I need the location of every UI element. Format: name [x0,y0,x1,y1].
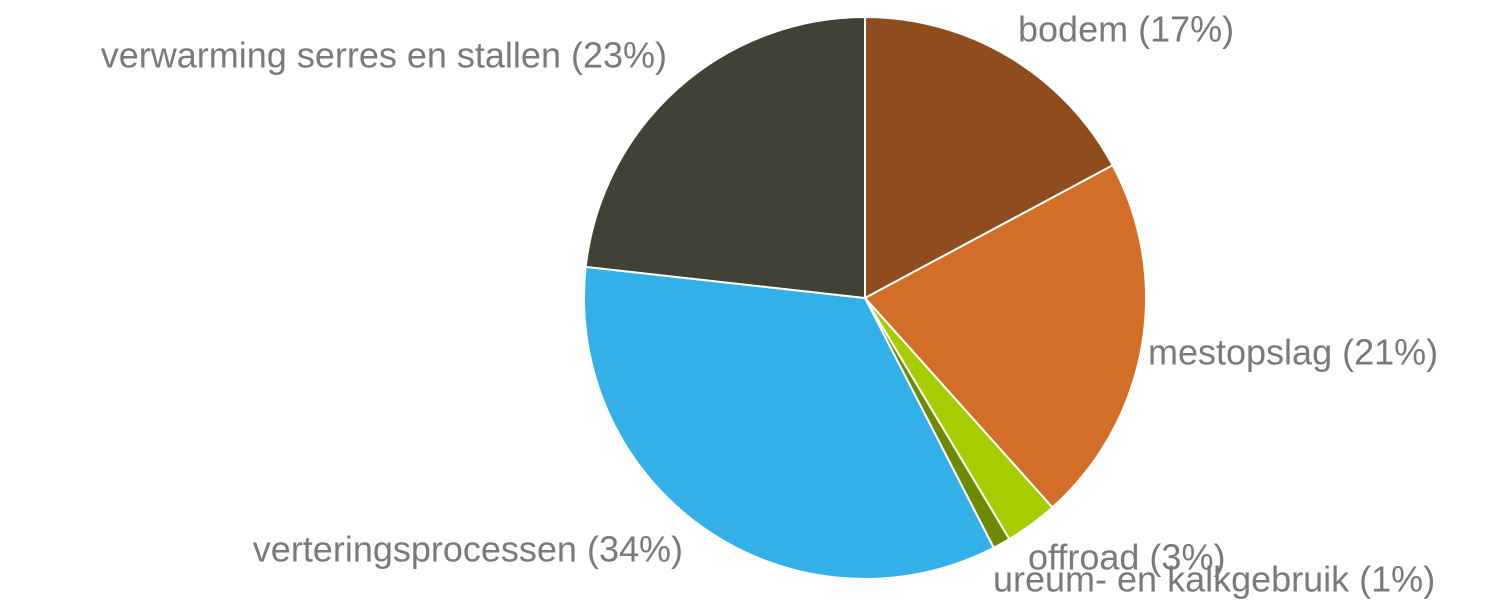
slice-label: verteringsprocessen (34%) [253,529,683,570]
slice-label: bodem (17%) [1018,9,1234,50]
pie-slice [863,163,1147,509]
slice-label: ureum- en kalkgebruik (1%) [993,559,1435,600]
slice-label: verwarming serres en stallen (23%) [101,35,667,76]
pie-slice [864,15,1115,300]
slice-label: mestopslag (21%) [1148,332,1438,373]
slice-label: offroad (3%) [1028,537,1225,578]
pie-slice [583,265,996,580]
pie-slice [584,15,866,300]
